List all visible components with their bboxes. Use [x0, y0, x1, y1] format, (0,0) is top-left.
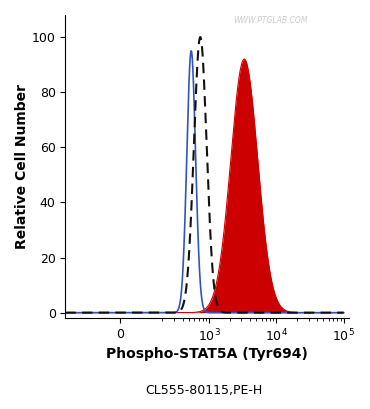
Y-axis label: Relative Cell Number: Relative Cell Number [15, 84, 29, 249]
Text: WWW.PTGLAB.COM: WWW.PTGLAB.COM [233, 16, 307, 25]
X-axis label: Phospho-STAT5A (Tyr694): Phospho-STAT5A (Tyr694) [106, 347, 308, 361]
Text: CL555-80115,PE-H: CL555-80115,PE-H [145, 384, 262, 397]
